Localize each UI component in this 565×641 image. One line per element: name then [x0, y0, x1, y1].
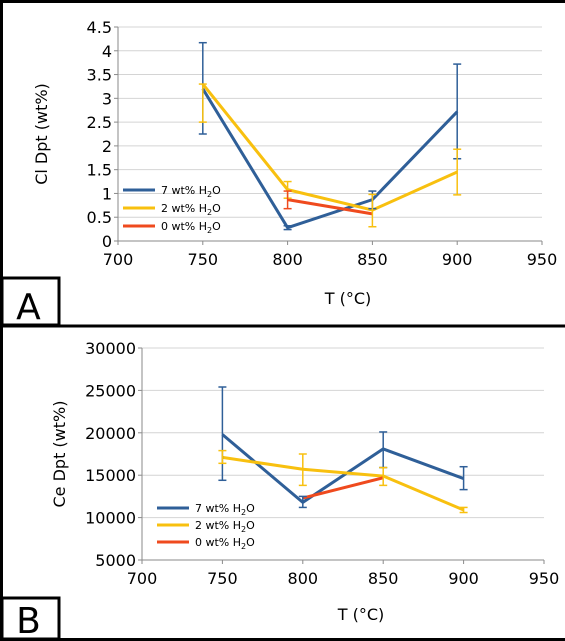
x-tick-label: 750 — [207, 569, 238, 588]
legend-label: 2 wt% H2O — [161, 202, 221, 217]
series-line — [287, 198, 373, 216]
y-tick-label: 30000 — [85, 339, 136, 358]
panel-b: 5000 10000 15000 20000 25000 30000 700 750 800 85… — [0, 339, 560, 641]
panel-a: 0 0.5 1 1.5 2 2.5 3 3.5 4 4.5 700 750 800 850 900 950 T … — [0, 18, 558, 328]
y-axis-title: Cl Dpt (wt%) — [32, 83, 51, 185]
panel-label-box — [0, 596, 61, 641]
x-tick-label: 900 — [448, 569, 479, 588]
y-tick-label: 0.5 — [87, 208, 112, 227]
panel-label: B — [16, 601, 41, 641]
x-tick-label: 800 — [288, 569, 319, 588]
x-tick-label: 700 — [103, 250, 134, 269]
x-axis-title: T (°C) — [337, 605, 385, 624]
legend-label: 0 wt% H2O — [161, 220, 221, 235]
series-line — [201, 83, 458, 212]
x-tick-label: 850 — [357, 250, 388, 269]
y-tick-label: 15000 — [85, 466, 136, 485]
x-tick-label: 700 — [127, 569, 158, 588]
y-tick-label: 5000 — [95, 551, 136, 570]
x-tick-label: 750 — [188, 250, 219, 269]
y-tick-label: 2.5 — [87, 113, 112, 132]
y-tick-label: 0 — [102, 232, 112, 251]
x-tick-label: 800 — [272, 250, 303, 269]
y-tick-label: 10000 — [85, 509, 136, 528]
series-line — [221, 433, 465, 504]
x-axis-title: T (°C) — [324, 289, 372, 308]
y-axis-title: Ce Dpt (wt%) — [50, 401, 69, 508]
y-tick-label: 4 — [102, 42, 112, 61]
legend-label: 0 wt% H2O — [195, 536, 255, 551]
x-tick-label: 950 — [527, 250, 558, 269]
series-line — [222, 455, 465, 512]
legend-label: 7 wt% H2O — [161, 184, 221, 199]
y-tick-label: 3.5 — [87, 66, 112, 85]
y-tick-label: 1 — [102, 184, 112, 203]
series-line — [302, 476, 384, 500]
y-tick-label: 2 — [102, 137, 112, 156]
y-tick-label: 3 — [102, 89, 112, 108]
legend-label: 7 wt% H2O — [195, 502, 255, 517]
x-tick-label: 900 — [442, 250, 473, 269]
y-tick-label: 25000 — [85, 381, 136, 400]
x-tick-label: 950 — [529, 569, 560, 588]
y-tick-label: 1.5 — [87, 161, 112, 180]
series-line — [201, 88, 459, 230]
panel-label: A — [16, 287, 41, 328]
y-tick-label: 20000 — [85, 424, 136, 443]
y-tick-label: 4.5 — [87, 18, 112, 37]
panel-label-box — [0, 276, 61, 327]
legend-label: 2 wt% H2O — [195, 519, 255, 534]
x-tick-label: 850 — [368, 569, 399, 588]
